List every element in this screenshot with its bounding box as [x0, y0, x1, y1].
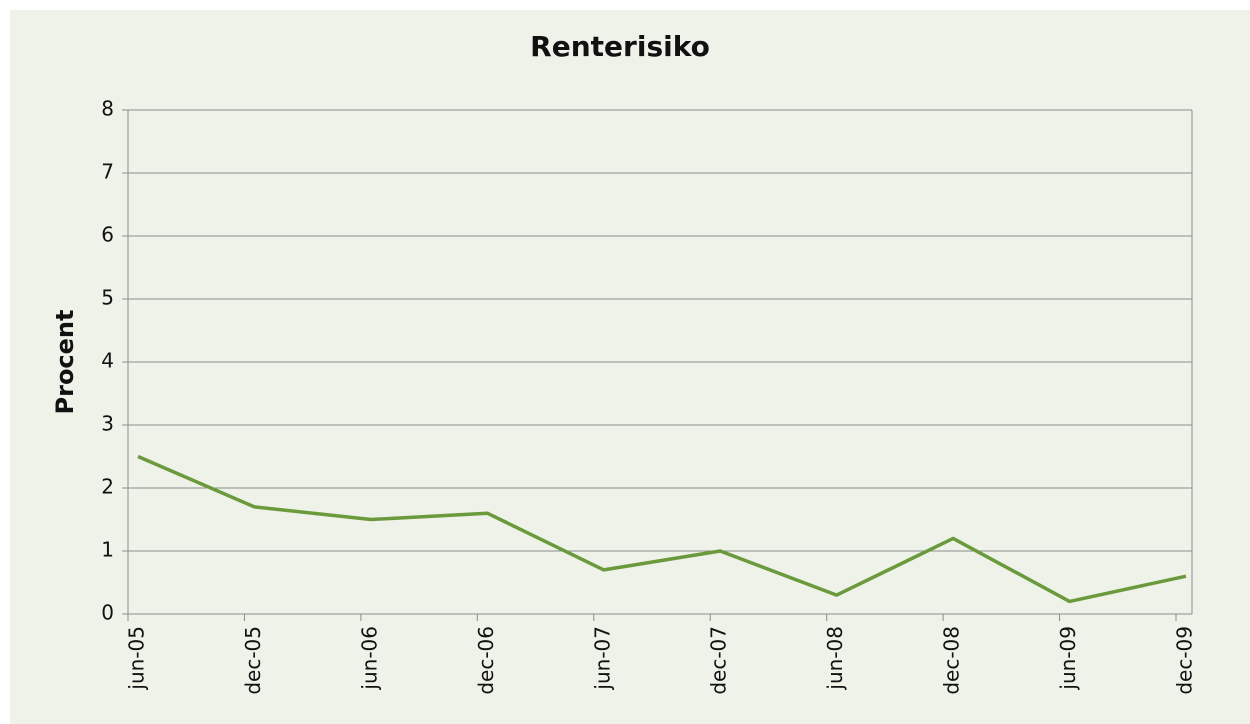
x-tick-label: dec-05 — [241, 626, 265, 695]
y-tick-label: 6 — [101, 223, 114, 247]
x-tick-label: dec-09 — [1173, 626, 1197, 695]
x-tick-label: dec-06 — [474, 626, 498, 695]
chart-background — [10, 10, 1250, 724]
x-tick-label: jun-06 — [357, 626, 381, 691]
y-tick-label: 7 — [101, 160, 114, 184]
x-tick-label: dec-08 — [940, 626, 964, 695]
x-tick-label: jun-07 — [590, 626, 614, 691]
y-tick-label: 2 — [101, 475, 114, 499]
y-tick-label: 0 — [101, 601, 114, 625]
x-tick-label: dec-07 — [707, 626, 731, 695]
x-tick-label: jun-08 — [823, 626, 847, 691]
y-tick-label: 3 — [101, 412, 114, 436]
x-tick-label: jun-05 — [125, 626, 149, 691]
y-tick-label: 1 — [101, 538, 114, 562]
data-line — [137, 454, 1187, 604]
y-tick-label: 8 — [101, 97, 114, 121]
y-axis-title: Procent — [51, 310, 79, 415]
y-tick-label: 5 — [101, 286, 114, 310]
x-tick-label: jun-09 — [1056, 626, 1080, 691]
y-tick-label: 4 — [101, 349, 114, 373]
chart-title: Renterisiko — [530, 30, 710, 63]
